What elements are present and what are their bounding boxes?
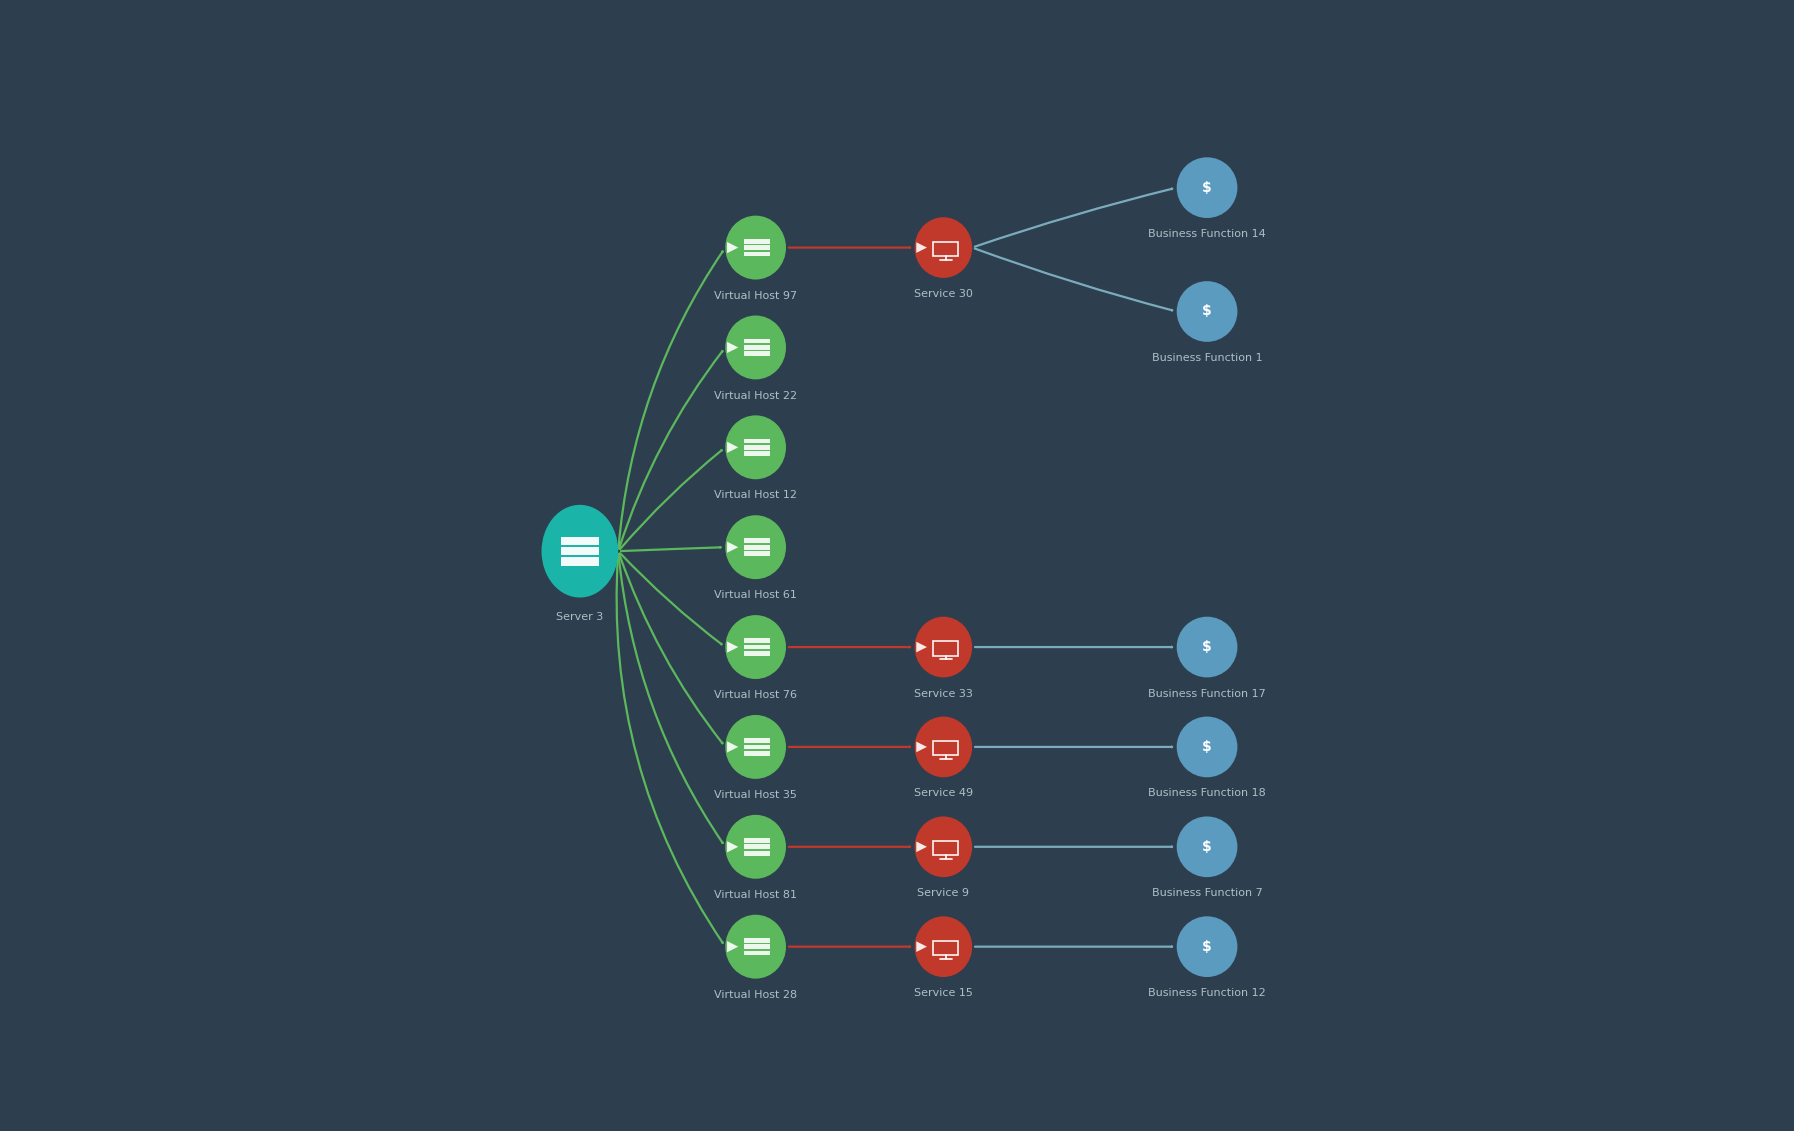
Text: Business Function 7: Business Function 7: [1152, 888, 1263, 898]
Bar: [745, 638, 770, 644]
Bar: [745, 245, 770, 250]
Text: Virtual Host 12: Virtual Host 12: [714, 491, 797, 500]
Text: Virtual Host 81: Virtual Host 81: [714, 890, 797, 900]
Polygon shape: [727, 641, 739, 653]
Text: Virtual Host 76: Virtual Host 76: [714, 690, 797, 700]
Bar: [745, 645, 770, 649]
Polygon shape: [727, 342, 739, 353]
Ellipse shape: [725, 615, 786, 679]
Ellipse shape: [725, 216, 786, 279]
Text: Service 30: Service 30: [913, 290, 972, 299]
Bar: [745, 938, 770, 942]
Polygon shape: [917, 941, 927, 952]
Bar: [745, 851, 770, 855]
Polygon shape: [727, 841, 739, 853]
Polygon shape: [917, 742, 927, 752]
Bar: [745, 651, 770, 656]
Text: Service 9: Service 9: [917, 888, 969, 898]
Ellipse shape: [915, 916, 972, 977]
Text: Virtual Host 35: Virtual Host 35: [714, 791, 797, 800]
Bar: [745, 439, 770, 443]
Text: Virtual Host 22: Virtual Host 22: [714, 390, 797, 400]
Bar: [745, 239, 770, 243]
Bar: [745, 338, 770, 344]
Ellipse shape: [542, 504, 619, 597]
Circle shape: [1177, 817, 1238, 878]
Bar: [745, 551, 770, 556]
Text: $: $: [1202, 640, 1213, 654]
Text: Business Function 12: Business Function 12: [1148, 988, 1267, 999]
Bar: [745, 345, 770, 349]
Circle shape: [1177, 916, 1238, 977]
Ellipse shape: [915, 217, 972, 278]
Text: $: $: [1202, 304, 1213, 319]
Text: $: $: [1202, 840, 1213, 854]
Text: Server 3: Server 3: [556, 612, 603, 622]
Bar: [745, 944, 770, 949]
Polygon shape: [727, 741, 739, 752]
Text: Virtual Host 61: Virtual Host 61: [714, 590, 797, 601]
Text: Service 15: Service 15: [913, 988, 972, 999]
Bar: [745, 251, 770, 257]
Bar: [933, 741, 958, 756]
Text: Business Function 18: Business Function 18: [1148, 788, 1267, 798]
Bar: [745, 838, 770, 843]
Bar: [745, 845, 770, 849]
Bar: [562, 547, 599, 555]
Circle shape: [1177, 282, 1238, 342]
Bar: [745, 444, 770, 450]
Polygon shape: [917, 641, 927, 653]
Bar: [745, 451, 770, 456]
Polygon shape: [727, 242, 739, 253]
Ellipse shape: [725, 814, 786, 879]
Circle shape: [1177, 157, 1238, 218]
Text: Business Function 17: Business Function 17: [1148, 689, 1267, 699]
Bar: [745, 352, 770, 356]
Ellipse shape: [725, 415, 786, 480]
Text: Service 49: Service 49: [913, 788, 972, 798]
Bar: [933, 941, 958, 956]
Bar: [745, 951, 770, 956]
Text: Virtual Host 28: Virtual Host 28: [714, 990, 797, 1000]
Bar: [745, 744, 770, 750]
Text: Service 33: Service 33: [913, 689, 972, 699]
Bar: [562, 558, 599, 566]
Ellipse shape: [725, 715, 786, 779]
Polygon shape: [917, 841, 927, 852]
Ellipse shape: [725, 316, 786, 379]
Bar: [562, 537, 599, 545]
Text: $: $: [1202, 940, 1213, 953]
Ellipse shape: [915, 717, 972, 777]
Text: $: $: [1202, 181, 1213, 195]
Text: Virtual Host 97: Virtual Host 97: [714, 291, 797, 301]
Text: Business Function 1: Business Function 1: [1152, 353, 1263, 363]
Bar: [933, 242, 958, 256]
Ellipse shape: [725, 516, 786, 579]
Polygon shape: [727, 542, 739, 553]
Text: $: $: [1202, 740, 1213, 754]
Ellipse shape: [915, 616, 972, 677]
Polygon shape: [727, 442, 739, 452]
Bar: [745, 545, 770, 550]
Polygon shape: [727, 941, 739, 952]
Bar: [933, 641, 958, 656]
Circle shape: [1177, 717, 1238, 777]
Bar: [745, 751, 770, 756]
Polygon shape: [917, 242, 927, 253]
Bar: [745, 739, 770, 743]
Ellipse shape: [725, 915, 786, 978]
Circle shape: [1177, 616, 1238, 677]
Bar: [933, 840, 958, 855]
Text: Business Function 14: Business Function 14: [1148, 230, 1267, 239]
Ellipse shape: [915, 817, 972, 878]
Bar: [745, 538, 770, 543]
